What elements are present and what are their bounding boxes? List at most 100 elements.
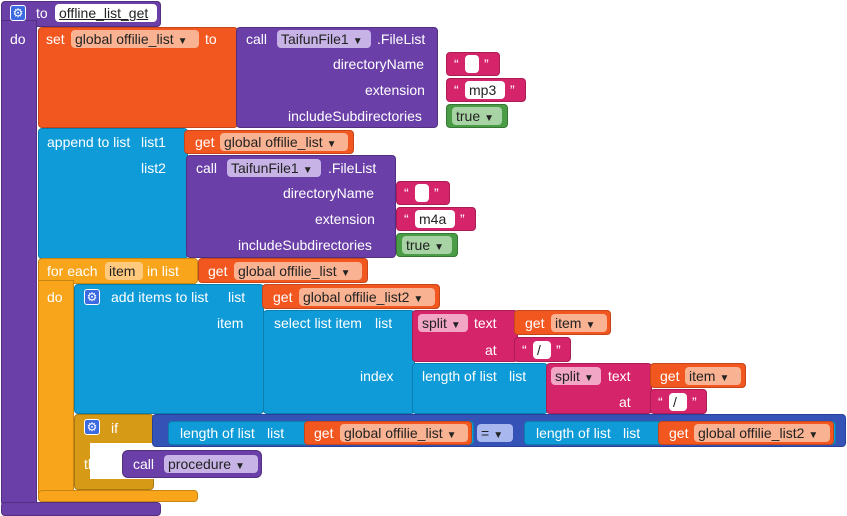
compare-operator: = — [481, 425, 490, 441]
quote-close: ” — [692, 394, 697, 410]
quote-close: ” — [484, 56, 489, 72]
split-text-label-1: text — [474, 315, 497, 331]
quote-open: “ — [522, 342, 527, 358]
item-variable-field[interactable]: item — [105, 262, 143, 280]
foreach-list-dropdown[interactable]: global offilie_list ▼ — [234, 262, 362, 280]
quote-open: “ — [454, 56, 459, 72]
chevron-down-icon: ▼ — [719, 373, 730, 384]
set-label: set — [46, 31, 65, 47]
subdir-value-1: true — [456, 108, 481, 124]
call-label-1: call — [246, 31, 268, 47]
chevron-down-icon: ▼ — [326, 139, 337, 150]
quote-close: ” — [510, 82, 515, 98]
extension-value-2[interactable]: m4a — [415, 210, 455, 228]
procedure-footer — [1, 502, 161, 516]
gear-icon[interactable]: ⚙ — [84, 289, 100, 305]
list1-variable-name: global offilie_list — [224, 134, 323, 150]
component-name-2: TaifunFile1 — [231, 160, 299, 176]
select-list-item-label: select list item — [274, 315, 362, 331]
add-items-block[interactable] — [74, 284, 264, 414]
item-var-name-2: item — [689, 368, 716, 384]
directory-label-2: directoryName — [283, 185, 375, 201]
get-label: get — [195, 134, 215, 150]
procedure-dropdown[interactable]: procedure ▼ — [164, 455, 258, 473]
chevron-down-icon: ▼ — [352, 36, 363, 47]
split-text-label-2: text — [608, 368, 631, 384]
procedure-body-bar — [1, 20, 37, 506]
split-dropdown-1[interactable]: split ▼ — [418, 314, 468, 332]
filelist-call-block-2[interactable] — [186, 155, 396, 258]
in-list-label: in list — [147, 263, 179, 279]
quote-open: “ — [404, 185, 409, 201]
set-variable-dropdown[interactable]: global offilie_list ▼ — [71, 30, 199, 48]
chevron-down-icon: ▼ — [340, 268, 351, 279]
index-label: index — [360, 368, 394, 384]
get-label: get — [314, 425, 334, 441]
chevron-down-icon: ▼ — [413, 294, 424, 305]
if-list2-dropdown[interactable]: global offilie_list2 ▼ — [694, 424, 830, 442]
set-to-label: to — [205, 31, 217, 47]
split-at-label-1: at — [485, 342, 497, 358]
add-items-label: add items to list — [111, 289, 209, 305]
list1-label: list1 — [141, 134, 166, 150]
procedure-name-field[interactable]: offline_list_get — [55, 4, 157, 22]
subdir-dropdown-1[interactable]: true ▼ — [452, 107, 502, 125]
component-dropdown-2[interactable]: TaifunFile1 ▼ — [227, 159, 321, 177]
split-dropdown-2[interactable]: split ▼ — [551, 367, 601, 385]
get-label: get — [669, 425, 689, 441]
if-label: if — [111, 420, 118, 436]
subdir-dropdown-2[interactable]: true ▼ — [402, 236, 452, 254]
quote-close: ” — [460, 211, 465, 227]
call-label-2: call — [196, 160, 218, 176]
extension-value-1[interactable]: mp3 — [465, 81, 505, 99]
split-name-1: split — [422, 315, 447, 331]
get-label: get — [660, 368, 680, 384]
quote-close: ” — [556, 342, 561, 358]
chevron-down-icon: ▼ — [484, 113, 495, 124]
directory-value-1[interactable] — [465, 55, 479, 73]
extension-label-1: extension — [365, 82, 425, 98]
set-variable-name: global offilie_list — [75, 31, 174, 47]
extension-label-2: extension — [315, 211, 375, 227]
method-label-2: .FileList — [328, 160, 377, 176]
directory-value-2[interactable] — [415, 184, 429, 202]
length-list-label-1: list — [509, 368, 527, 384]
list1-variable-dropdown[interactable]: global offilie_list ▼ — [220, 133, 348, 151]
gear-icon[interactable]: ⚙ — [10, 5, 26, 21]
append-label: append to list — [47, 134, 131, 150]
at-value-2[interactable]: / — [669, 393, 687, 411]
length-list-label-2: list — [267, 425, 285, 441]
item-var-dropdown-1[interactable]: item ▼ — [551, 314, 607, 332]
directory-label-1: directoryName — [333, 56, 425, 72]
append-to-list-block[interactable] — [38, 128, 188, 259]
split-name-2: split — [555, 368, 580, 384]
if-list1-dropdown[interactable]: global offilie_list ▼ — [340, 424, 468, 442]
foreach-do-label: do — [47, 289, 63, 305]
length-label-1: length of list — [422, 368, 497, 384]
chevron-down-icon: ▼ — [585, 320, 596, 331]
if-list1-name: global offilie_list — [344, 425, 443, 441]
item-label: item — [217, 315, 244, 331]
compare-operator-dropdown[interactable]: = ▼ — [477, 424, 513, 442]
length-label-2: length of list — [180, 425, 255, 441]
list2-variable-name: global offilie_list2 — [303, 289, 410, 305]
get-label: get — [273, 289, 293, 305]
item-var-dropdown-2[interactable]: item ▼ — [685, 367, 741, 385]
component-name-1: TaifunFile1 — [281, 31, 349, 47]
chevron-down-icon: ▼ — [434, 242, 445, 253]
quote-open: “ — [658, 394, 663, 410]
gear-icon[interactable]: ⚙ — [84, 419, 100, 435]
call-label: call — [133, 456, 155, 472]
list2-variable-dropdown[interactable]: global offilie_list2 ▼ — [299, 288, 435, 306]
component-dropdown-1[interactable]: TaifunFile1 ▼ — [277, 30, 371, 48]
subdir-label-1: includeSubdirectories — [288, 108, 422, 124]
get-label: get — [525, 315, 545, 331]
subdir-label-2: includeSubdirectories — [238, 237, 372, 253]
length-of-list-block-1[interactable] — [412, 363, 548, 414]
select-list-item-block[interactable] — [263, 310, 415, 414]
split-at-label-2: at — [619, 394, 631, 410]
length-label-3: length of list — [536, 425, 611, 441]
select-list-label: list — [375, 315, 393, 331]
chevron-down-icon: ▼ — [493, 430, 504, 441]
at-value-1[interactable]: / — [533, 341, 551, 359]
